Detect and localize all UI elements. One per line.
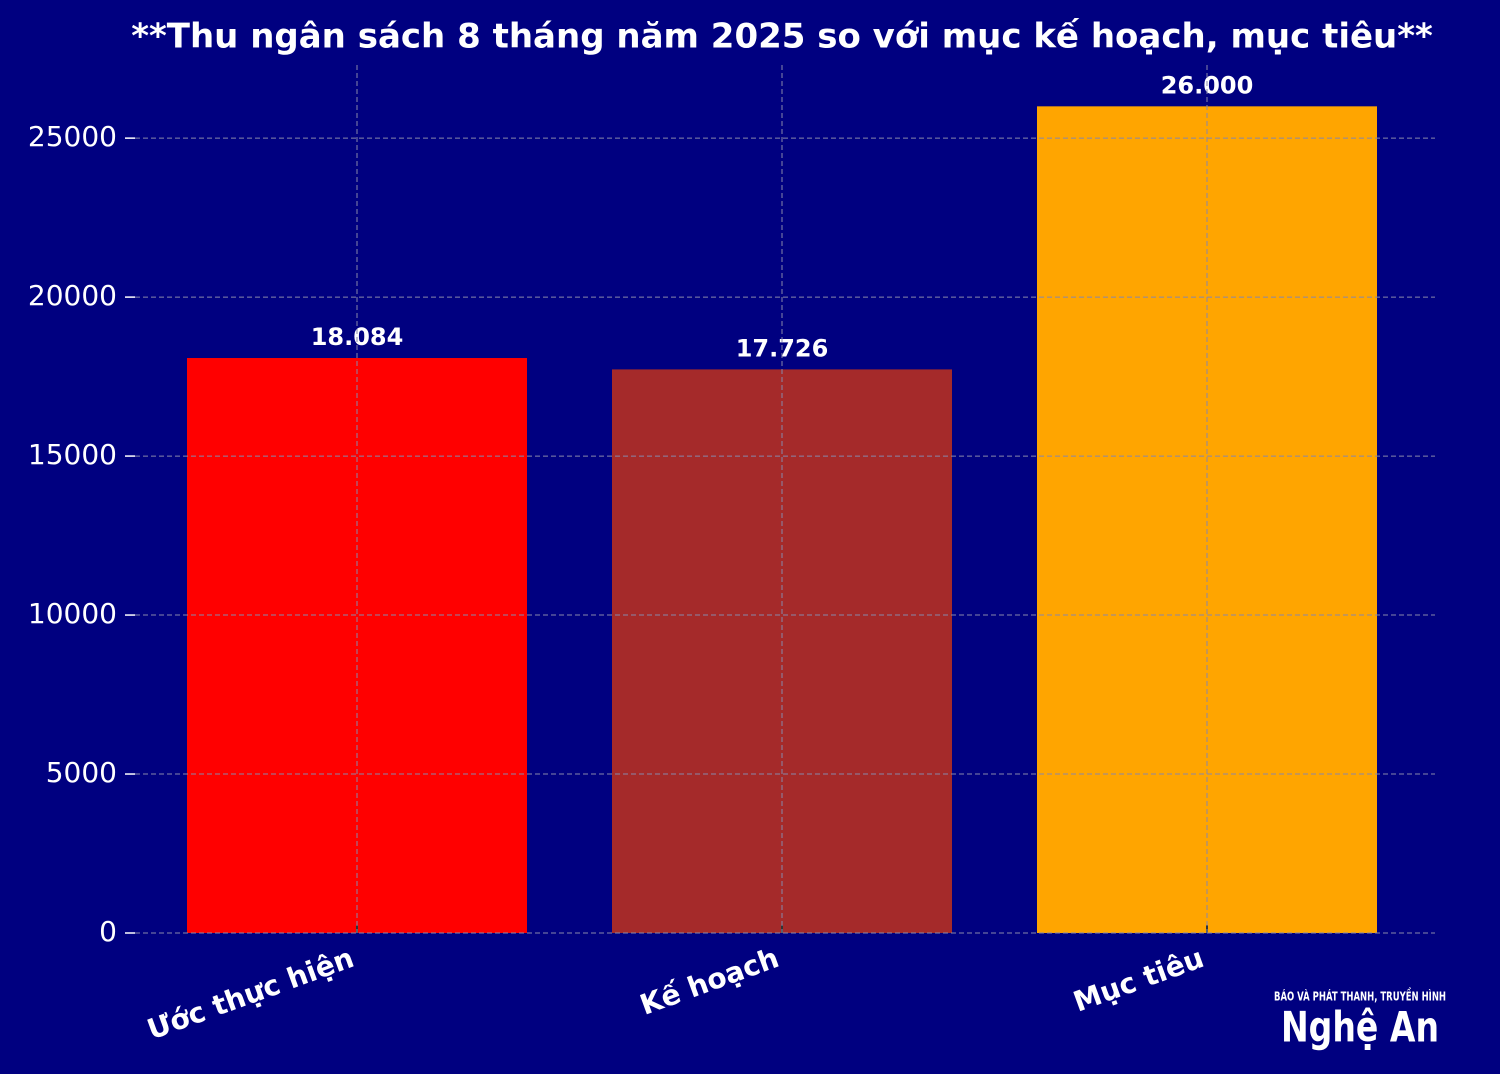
y-tick-label: 25000 [28,120,117,153]
y-tick-label: 5000 [46,756,117,789]
y-tick-label: 20000 [28,279,117,312]
y-tick-label: 0 [99,915,117,948]
chart-title: **Thu ngân sách 8 tháng năm 2025 so với … [131,17,1433,57]
y-tick-label: 10000 [28,597,117,630]
y-tick-label: 15000 [28,438,117,471]
logo-name: Nghệ An [1281,1003,1439,1052]
logo-tagline: BÁO VÀ PHÁT THANH, TRUYỀN HÌNH [1274,987,1446,1004]
